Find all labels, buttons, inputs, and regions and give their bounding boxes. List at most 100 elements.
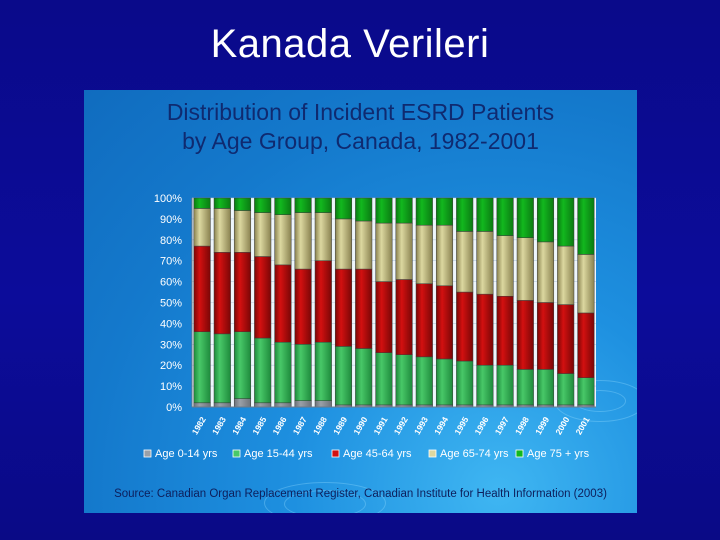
bar-segment	[516, 237, 534, 301]
y-tick-label: 90%	[160, 214, 182, 226]
legend-label: Age 65-74 yrs	[440, 448, 509, 460]
x-tick-label: 2000	[553, 415, 571, 437]
x-tick-label: 1983	[210, 415, 228, 437]
chart-title-line-2: by Age Group, Canada, 1982-2001	[182, 128, 539, 154]
bar-segment	[254, 402, 272, 408]
bar-segment	[415, 224, 433, 284]
x-tick-label: 1996	[473, 415, 491, 437]
bar-segment	[496, 235, 514, 297]
bar-segment	[193, 245, 211, 333]
bar-segment	[254, 337, 272, 404]
y-tick-label: 50%	[160, 298, 182, 310]
bar-segment	[496, 364, 514, 406]
legend-swatch	[428, 449, 437, 458]
bar-segment	[415, 197, 433, 226]
legend-swatch	[143, 449, 152, 458]
bar-segment	[395, 222, 413, 280]
chart-title: Distribution of Incident ESRD Patients b…	[84, 98, 637, 156]
bar-segment	[254, 212, 272, 257]
bar-segment	[536, 302, 555, 370]
bar-segment	[395, 279, 413, 355]
bar-segment	[274, 197, 292, 215]
bar-segment	[274, 214, 292, 266]
bar-segment	[294, 197, 312, 213]
bar-segment	[355, 348, 373, 406]
bar-segment	[536, 241, 555, 303]
bar-segment	[294, 400, 312, 408]
bar-segment	[314, 341, 332, 401]
bar-segment	[375, 222, 393, 282]
x-tick-label: 1982	[190, 415, 208, 437]
slide-title: Kanada Verileri	[210, 22, 490, 66]
legend-label: Age 45-64 yrs	[343, 448, 412, 460]
y-tick-label: 100%	[154, 193, 182, 205]
bar-segment	[233, 197, 252, 211]
bar-segment	[334, 268, 353, 347]
bar-segment	[213, 333, 231, 404]
bar-segment	[233, 210, 252, 253]
bar-segment	[294, 344, 312, 401]
bar-segment	[577, 197, 595, 255]
x-tick-label: 1985	[250, 415, 268, 437]
bar-segment	[456, 197, 474, 232]
legend-label: Age 15-44 yrs	[244, 448, 313, 460]
bar-segment	[536, 197, 555, 243]
bar-segment	[233, 398, 252, 408]
bar-segment	[213, 197, 231, 209]
bar-segment	[456, 231, 474, 293]
source-note: Source: Canadian Organ Replacement Regis…	[114, 488, 607, 500]
bar-segment	[294, 268, 312, 345]
bar-segment	[254, 256, 272, 339]
x-tick-label: 1999	[533, 415, 551, 437]
x-tick-label: 1989	[331, 415, 349, 437]
bar-segment	[274, 264, 292, 343]
bar-segment	[355, 197, 373, 222]
y-tick-label: 80%	[160, 235, 182, 247]
bar-segment	[516, 369, 534, 406]
bar-segment	[213, 252, 231, 335]
bar-segment	[577, 312, 595, 378]
legend-swatch	[515, 449, 524, 458]
stacked-bar-chart: 0%10%20%30%40%50%60%70%80%90%100%1982 198…	[143, 193, 596, 460]
legend-label: Age 75 + yrs	[527, 448, 590, 460]
bar-segment	[536, 369, 555, 406]
bar-segment	[274, 341, 292, 404]
y-tick-label: 40%	[160, 318, 182, 330]
bar-segment	[193, 208, 211, 247]
bar-segment	[516, 300, 534, 370]
bar-segment	[577, 377, 595, 406]
bar-segment	[193, 402, 211, 408]
bar-segment	[476, 197, 494, 232]
bar-segment	[254, 197, 272, 213]
bar-segment	[334, 346, 353, 406]
x-tick-label: 1992	[392, 415, 410, 437]
x-tick-label: 1986	[271, 415, 289, 437]
y-tick-label: 70%	[160, 256, 182, 268]
bar-segment	[193, 331, 211, 404]
bar-segment	[435, 197, 454, 226]
bar-segment	[233, 331, 252, 399]
bar-segment	[375, 281, 393, 353]
bar-segment	[334, 197, 353, 220]
bar-segment	[435, 285, 454, 360]
x-tick-label: 1984	[230, 415, 248, 437]
chart-panel: Distribution of Incident ESRD Patients b…	[84, 90, 637, 513]
bar-segment	[314, 400, 332, 408]
bar-segment	[476, 293, 494, 366]
bar-segment	[557, 197, 575, 247]
bar-segment	[274, 402, 292, 408]
bar-segment	[435, 224, 454, 287]
bar-segment	[294, 212, 312, 270]
bar-segment	[213, 402, 231, 408]
bar-segment	[375, 197, 393, 224]
legend-label: Age 0-14 yrs	[155, 448, 218, 460]
bar-segment	[355, 268, 373, 349]
y-tick-label: 0%	[166, 402, 182, 414]
y-tick-label: 30%	[160, 339, 182, 351]
bar-segment	[456, 291, 474, 362]
bar-segment	[334, 218, 353, 270]
bar-segment	[496, 295, 514, 366]
bar-segment	[395, 354, 413, 406]
x-tick-label: 2001	[574, 415, 592, 437]
bar-segment	[314, 197, 332, 213]
